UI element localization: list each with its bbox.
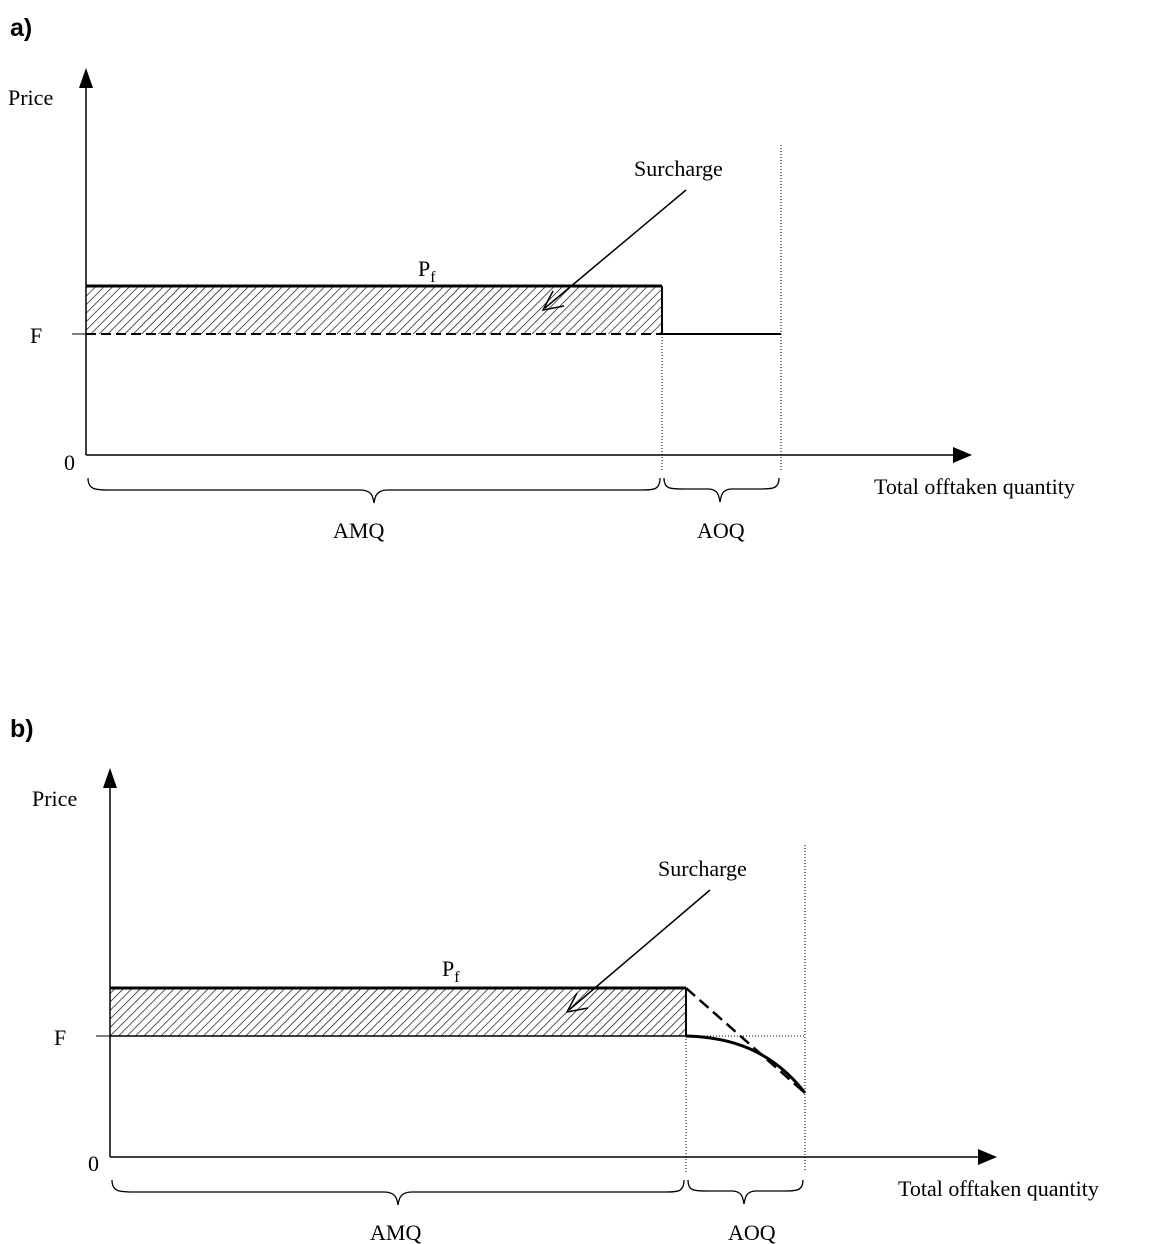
x-axis-arrow bbox=[953, 447, 972, 463]
pf-label: Pf bbox=[442, 956, 460, 986]
amq-brace bbox=[111, 1179, 685, 1206]
panel-a: a) Price 0 F Pf Surcharge AMQ AOQ Total … bbox=[8, 14, 1075, 543]
surcharge-area bbox=[110, 988, 686, 1036]
x-axis-label: Total offtaken quantity bbox=[898, 1176, 1099, 1201]
panel-b: b) Price 0 F Pf Surcharge AMQ AOQ bbox=[10, 715, 1099, 1244]
surcharge-label: Surcharge bbox=[634, 156, 723, 181]
x-axis-arrow bbox=[978, 1149, 997, 1165]
aoq-label: AOQ bbox=[697, 518, 745, 543]
y-axis-label: Price bbox=[32, 786, 77, 811]
pf-declining-dashed bbox=[685, 987, 806, 1094]
f-label: F bbox=[30, 323, 42, 348]
amq-label: AMQ bbox=[370, 1220, 421, 1244]
panel-b-letter: b) bbox=[10, 715, 34, 743]
f-declining-curve bbox=[685, 1034, 807, 1094]
origin-label: 0 bbox=[64, 450, 75, 475]
surcharge-arrow bbox=[568, 889, 711, 1011]
x-axis-label: Total offtaken quantity bbox=[874, 474, 1075, 499]
aoq-brace bbox=[663, 477, 780, 503]
aoq-brace bbox=[687, 1179, 804, 1205]
y-axis-arrow bbox=[103, 768, 117, 788]
surcharge-arrow bbox=[544, 189, 687, 309]
aoq-label: AOQ bbox=[728, 1220, 776, 1244]
surcharge-arrowhead bbox=[565, 992, 589, 1014]
panel-a-letter: a) bbox=[10, 14, 32, 42]
surcharge-area bbox=[86, 286, 662, 334]
origin-label: 0 bbox=[88, 1151, 99, 1176]
amq-brace bbox=[87, 477, 661, 504]
pf-label: Pf bbox=[418, 256, 436, 286]
y-axis-arrow bbox=[79, 68, 93, 88]
f-label: F bbox=[54, 1025, 66, 1050]
surcharge-arrowhead bbox=[541, 290, 565, 312]
amq-label: AMQ bbox=[333, 518, 384, 543]
surcharge-label: Surcharge bbox=[658, 856, 747, 881]
y-axis-label: Price bbox=[8, 85, 53, 110]
